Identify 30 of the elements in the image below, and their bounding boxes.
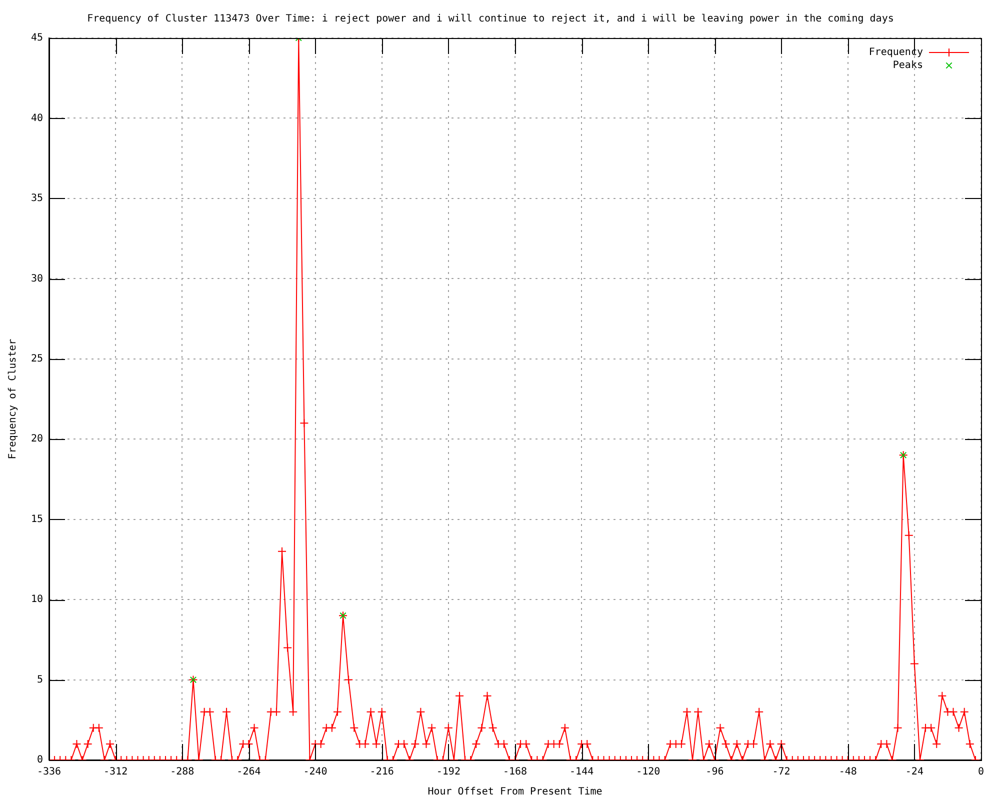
x-tick-label: -48 [838, 766, 857, 778]
chart-title: Frequency of Cluster 113473 Over Time: i reject power and i will continue to reject it, and i will be leaving power in the coming days [87, 14, 894, 25]
x-axis-title: Hour Offset From Present Time [428, 786, 602, 798]
x-tick-label: -144 [570, 766, 594, 778]
legend-label: Peaks [892, 60, 923, 72]
y-tick-label: 40 [30, 112, 43, 124]
x-tick-label: -168 [502, 766, 528, 778]
y-axis-title: Frequency of Cluster [8, 338, 19, 460]
x-tick-label: -120 [636, 766, 660, 778]
x-tick-label: 0 [978, 766, 984, 778]
x-tick-label: -288 [170, 766, 194, 778]
y-tick-label: 45 [30, 32, 43, 44]
x-tick-label: -24 [905, 766, 924, 778]
x-tick-label: -72 [772, 766, 790, 778]
x-tick-label: -336 [36, 766, 62, 778]
x-tick-label: -192 [436, 766, 460, 778]
x-tick-label: -96 [706, 766, 724, 778]
y-tick-label: 10 [30, 594, 43, 606]
x-tick-label: -240 [303, 766, 328, 778]
y-tick-label: 30 [30, 273, 43, 284]
y-tick-label: 20 [30, 434, 43, 445]
x-tick-label: -264 [236, 766, 261, 778]
legend-label: Frequency [868, 47, 923, 58]
y-tick-label: 15 [30, 514, 43, 525]
y-tick-label: 25 [30, 353, 43, 364]
y-tick-label: 35 [30, 193, 43, 204]
x-tick-label: -312 [104, 766, 128, 778]
y-tick-label: 5 [36, 674, 43, 686]
y-tick-label: 0 [36, 754, 43, 766]
x-tick-label: -216 [370, 766, 394, 778]
